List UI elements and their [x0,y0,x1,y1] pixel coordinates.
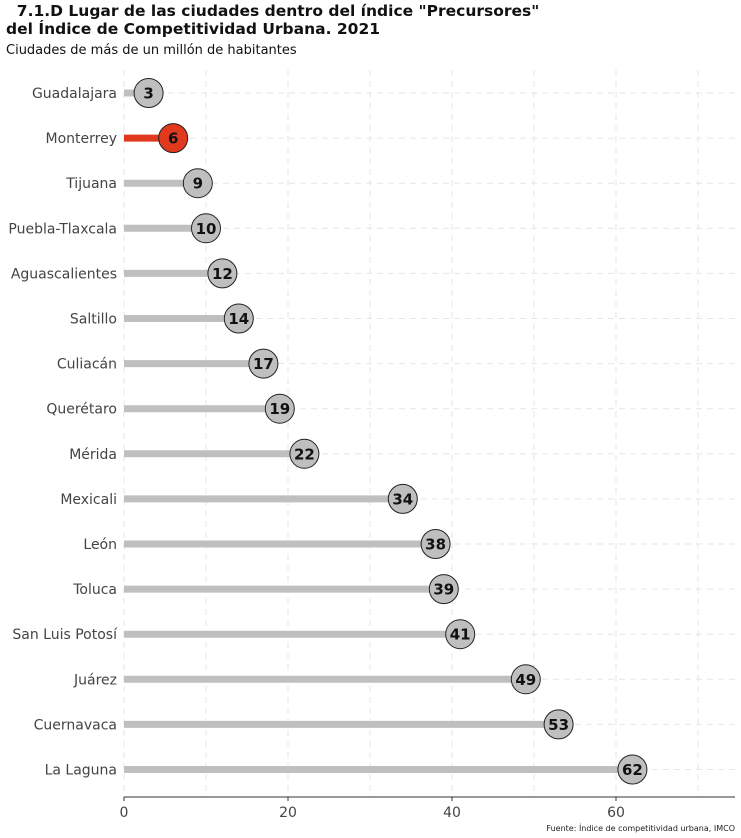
category-label: San Luis Potosí [12,627,118,643]
x-tick-label: 20 [279,805,297,821]
lollipop-dot [191,213,221,244]
category-label: Juárez [73,672,117,688]
lollipop-dot [420,529,451,559]
chart-title: 7.1.D Lugar de las ciudades dentro del í… [6,2,539,38]
category-label: Monterrey [46,131,117,147]
category-label: Aguascalientes [11,266,117,282]
category-label: Cuernavaca [34,717,117,733]
value-label: 34 [392,490,413,508]
lollipop-dot [158,123,189,154]
lollipop-dot [207,258,238,289]
category-label: León [83,537,117,553]
category-label: Saltillo [70,312,117,328]
lollipop-dot [617,754,648,785]
lollipop-dot [133,78,164,108]
category-label: Mérida [69,447,117,463]
category-label: Toluca [72,582,117,598]
value-label: 6 [168,130,178,148]
category-label: Tijuana [65,176,117,192]
lollipop-dot [248,348,279,379]
lollipop-dot [387,483,418,514]
value-label: 3 [143,85,153,103]
value-label: 53 [548,716,569,734]
value-label: 14 [228,310,249,328]
lollipop-dot [428,574,459,605]
value-label: 39 [433,581,454,599]
category-label: Mexicali [60,492,117,508]
lollipop-dot [510,664,541,695]
category-label: La Laguna [45,763,117,779]
chart-subtitle: Ciudades de más de un millón de habitant… [6,43,297,58]
x-tick-label: 40 [443,805,461,821]
x-tick-label: 60 [607,805,625,821]
value-label: 41 [450,626,471,644]
lollipop-dot [264,393,295,424]
source-note: Fuente: Índice de competitividad urbana,… [546,824,735,833]
category-label: Puebla-Tlaxcala [8,221,117,237]
chart-title-line-1: 7.1.D Lugar de las ciudades dentro del í… [6,2,540,20]
value-label: 22 [294,445,315,463]
lollipop-dot [182,168,213,199]
x-tick-label: 0 [120,805,129,821]
category-label: Guadalajara [32,86,117,102]
lollipop-dot [445,619,476,650]
value-label: 12 [212,265,233,283]
lollipop-dot [289,438,320,469]
value-label: 49 [515,671,536,689]
lollipop-dot [223,303,254,334]
category-label: Querétaro [46,402,117,418]
value-label: 38 [425,536,446,554]
category-label: Culiacán [57,357,117,373]
value-label: 62 [622,761,643,779]
chart-title-line-2: del Índice de Competitividad Urbana. 202… [6,20,381,38]
value-label: 19 [269,400,290,418]
lollipop-dot [543,709,574,740]
value-label: 10 [196,220,217,238]
value-label: 9 [193,175,203,193]
value-label: 17 [253,355,274,373]
